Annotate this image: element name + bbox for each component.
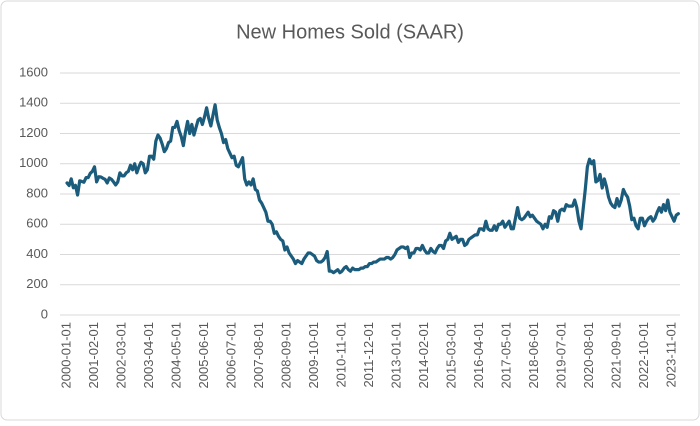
x-tick-label: 2007-08-01 (251, 322, 266, 389)
x-tick-label: 2009-10-01 (306, 322, 321, 389)
x-tick-label: 2020-08-01 (581, 322, 596, 389)
x-tick-label: 2013-01-01 (388, 322, 403, 389)
x-tick-label: 2003-04-01 (141, 322, 156, 389)
y-tick-label: 1600 (19, 64, 48, 79)
x-tick-label: 2000-01-01 (58, 322, 73, 389)
x-tick-label: 2011-12-01 (361, 322, 376, 388)
x-tick-label: 2005-06-01 (196, 322, 211, 389)
y-tick-label: 600 (26, 216, 48, 231)
x-tick-label: 2021-09-01 (608, 322, 623, 389)
y-tick-label: 1200 (19, 125, 48, 140)
y-tick-label: 800 (26, 185, 48, 200)
x-tick-label: 2015-03-01 (443, 322, 458, 389)
x-tick-label: 2008-09-01 (278, 322, 293, 389)
y-tick-label: 0 (41, 306, 48, 321)
y-tick-label: 400 (26, 246, 48, 261)
x-tick-label: 2002-03-01 (113, 322, 128, 389)
y-tick-label: 200 (26, 276, 48, 291)
data-line (65, 103, 680, 275)
x-tick-label: 2010-11-01 (333, 322, 348, 388)
x-tick-label: 2004-05-01 (168, 322, 183, 389)
x-tick-label: 2019-07-01 (553, 322, 568, 389)
chart-title: New Homes Sold (SAAR) (236, 21, 464, 43)
x-tick-label: 2017-05-01 (498, 322, 513, 389)
x-tick-label: 2014-02-01 (416, 322, 431, 389)
x-tick-label: 2022-10-01 (636, 322, 651, 389)
x-tick-label: 2006-07-01 (223, 322, 238, 389)
y-tick-label: 1400 (19, 95, 48, 110)
x-tick-label: 2023-11-01 (663, 322, 678, 388)
y-tick-label: 1000 (19, 155, 48, 170)
x-tick-label: 2001-02-01 (86, 322, 101, 389)
x-tick-label: 2018-06-01 (526, 322, 541, 389)
x-tick-label: 2016-04-01 (471, 322, 486, 389)
